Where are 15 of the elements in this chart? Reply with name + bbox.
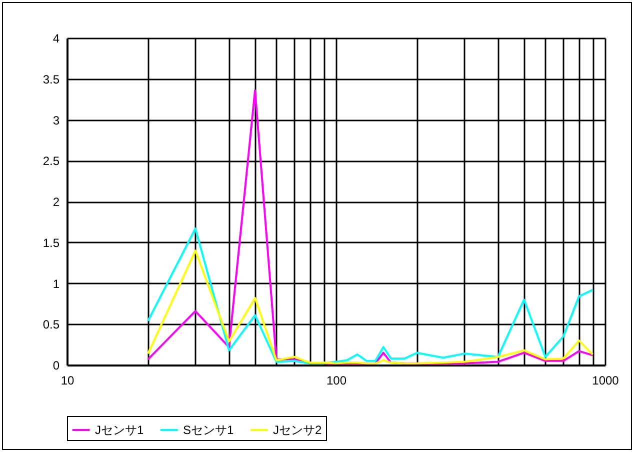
legend-label: Sセンサ1	[183, 423, 234, 437]
legend-label: Jセンサ1	[95, 423, 144, 437]
y-tick-label: 0	[52, 358, 60, 372]
x-tick-label: 10	[60, 374, 74, 388]
x-tick-label: 1000	[592, 374, 620, 388]
y-tick-label: 1	[52, 276, 60, 291]
y-tick-label: 3	[52, 113, 60, 128]
y-tick-label: 2.5	[42, 154, 60, 168]
y-tick-label: 2	[52, 195, 60, 209]
y-tick-label: 4	[52, 32, 60, 46]
y-tick-label: 0.5	[42, 318, 60, 332]
y-tick-label: 3.5	[42, 72, 60, 86]
x-tick-label: 100	[326, 374, 347, 388]
y-tick-label: 1.5	[42, 236, 60, 250]
legend-label: Jセンサ2	[273, 423, 322, 437]
